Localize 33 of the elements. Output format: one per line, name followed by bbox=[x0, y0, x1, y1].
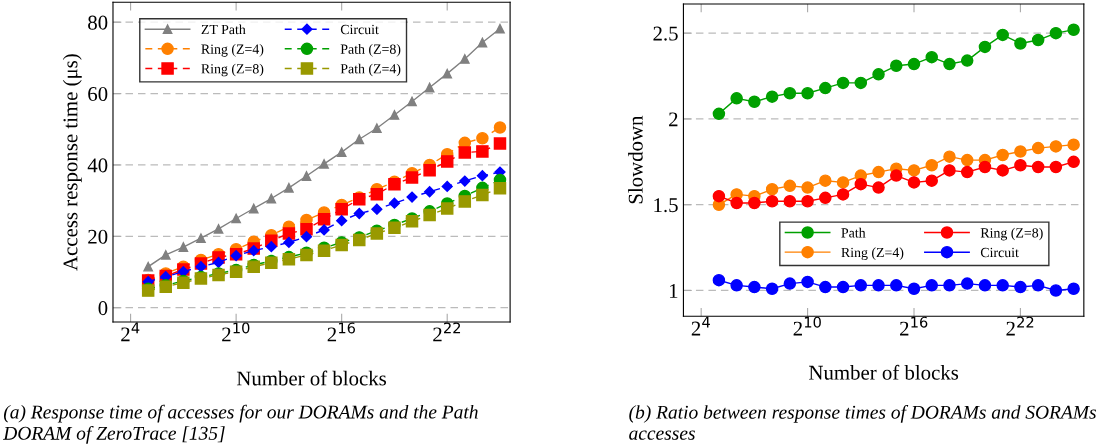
legend-label: Ring (Z=8) bbox=[201, 63, 264, 77]
legend-label: Ring (Z=4) bbox=[201, 44, 264, 57]
y-tick-label: 1.5 bbox=[654, 198, 678, 213]
legend-label: Ring (Z=4) bbox=[841, 247, 904, 261]
y-tick-label: 20 bbox=[88, 229, 108, 244]
x-tick-label: 2$^{4}$ bbox=[121, 322, 140, 342]
legend-label: Ring (Z=8) bbox=[980, 227, 1043, 241]
x-tick-label: 2$^{4}$ bbox=[691, 316, 710, 336]
x-axis-title: Number of blocks bbox=[809, 364, 959, 380]
text: (a) Response time of accesses for our DORAMs and the Path DORAM of ZeroTrace [135] bbox=[3, 404, 478, 444]
legend-label: Path (Z=4) bbox=[340, 63, 401, 77]
y-axis-title: Slowdown bbox=[628, 115, 643, 204]
x-tick-label: 2$^{16}$ bbox=[327, 322, 356, 342]
x-tick-label: 2$^{22}$ bbox=[433, 322, 461, 342]
y-tick-label: 2 bbox=[669, 112, 678, 127]
y-tick-label: 80 bbox=[88, 15, 108, 30]
text: (b) Ratio between response times of DORAMs and SORAMs accesses bbox=[629, 404, 1097, 440]
x-tick-label: 2$^{10}$ bbox=[793, 316, 821, 336]
y-tick-label: 40 bbox=[87, 158, 108, 173]
legend-label: Path bbox=[841, 227, 866, 238]
y-tick-label: 0 bbox=[98, 301, 108, 316]
y-tick-label: 2.5 bbox=[653, 26, 678, 41]
legend-label: Circuit bbox=[340, 24, 379, 35]
legend-label: Circuit bbox=[980, 247, 1019, 258]
x-tick-label: 2$^{16}$ bbox=[900, 316, 928, 336]
y-axis-title: Access response time (μs) bbox=[62, 54, 82, 271]
y-tick-label: 60 bbox=[88, 86, 108, 102]
x-tick-label: 2$^{22}$ bbox=[1006, 316, 1034, 336]
x-tick-label: 2$^{10}$ bbox=[222, 322, 250, 342]
legend-label: Path (Z=8) bbox=[340, 44, 401, 57]
x-axis-title: Number of blocks bbox=[236, 370, 387, 386]
y-tick-label: 1 bbox=[669, 283, 678, 298]
legend-label: ZT Path bbox=[201, 24, 246, 35]
